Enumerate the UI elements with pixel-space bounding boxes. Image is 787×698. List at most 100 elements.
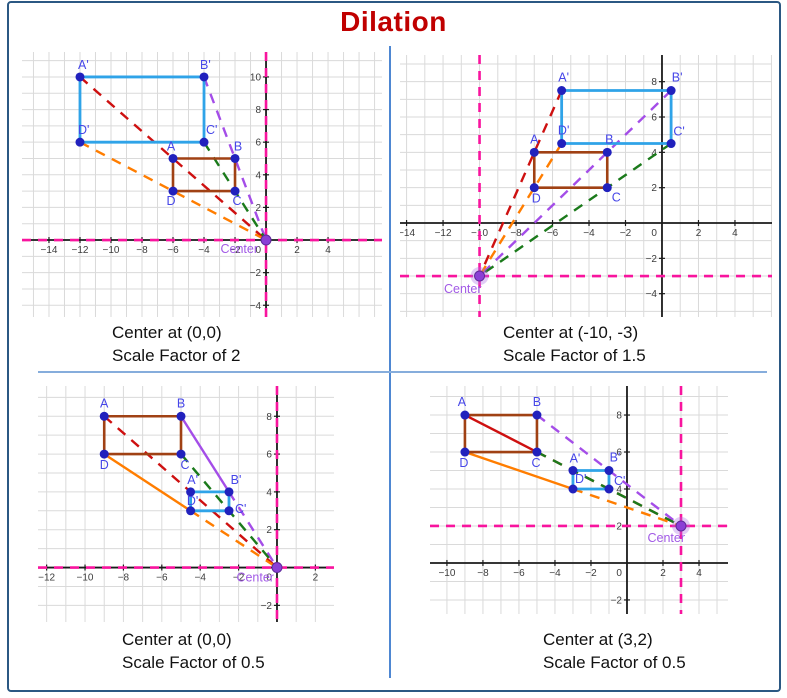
y-tick-label: 4 <box>266 487 272 498</box>
center-label: Center <box>444 282 482 296</box>
dilation-ray-dashed <box>572 487 682 528</box>
point-label: B' <box>672 71 683 85</box>
point-label: C' <box>673 125 684 139</box>
x-tick-label: −4 <box>583 228 595 239</box>
x-tick-label: 2 <box>696 228 702 239</box>
y-tick-label: 2 <box>266 525 272 536</box>
graph-top-left: −14 −12 −10 −8 −6 −4 −2 2 4 10 8 6 4 2 −2 −4 0 A B C D A' B' C'… <box>22 52 382 317</box>
horizontal-divider <box>38 371 767 373</box>
point-D-prime <box>186 506 196 516</box>
dilation-ray-dashed <box>189 509 278 569</box>
point-A <box>168 153 178 163</box>
point-B-prime <box>666 86 676 96</box>
y-tick-label: 8 <box>616 411 622 422</box>
center-label: Center <box>220 242 258 256</box>
x-tick-label: −12 <box>72 245 89 256</box>
point-label: B <box>234 139 242 153</box>
point-C-prime <box>224 506 234 516</box>
graph-bottom-right: −10 −8 −6 −4 −2 2 4 8 6 4 2 −2 0 A B C D A' B' C' D' Center <box>430 386 728 614</box>
point-B <box>602 147 612 157</box>
caption-top-left: Center at (0,0) Scale Factor of 2 <box>112 321 241 367</box>
x-tick-label: −6 <box>513 568 525 579</box>
vertical-divider <box>389 46 391 678</box>
x-tick-label: −8 <box>510 228 522 239</box>
x-tick-label: −2 <box>620 228 632 239</box>
y-tick-label: 4 <box>255 170 261 181</box>
point-label: D <box>459 456 468 470</box>
point-label: D <box>166 194 175 208</box>
point-label: A <box>100 396 109 410</box>
origin-label: 0 <box>255 245 261 256</box>
point-label: D <box>100 458 109 472</box>
dilation-ray-dashed <box>478 89 672 277</box>
y-tick-label: 6 <box>651 113 657 124</box>
center-label: Center <box>236 571 274 585</box>
caption-line: Scale Factor of 0.5 <box>122 653 265 672</box>
point-C-prime <box>199 137 209 147</box>
y-tick-label: 2 <box>255 203 261 214</box>
y-tick-label: 6 <box>616 448 622 459</box>
x-tick-label: 2 <box>660 568 666 579</box>
origin-label: 0 <box>616 568 622 579</box>
point-label: C' <box>235 502 246 516</box>
x-tick-label: 4 <box>325 245 331 256</box>
x-tick-label: 4 <box>696 568 702 579</box>
point-label: D' <box>187 494 198 508</box>
dilation-ray-dashed <box>478 142 672 277</box>
point-B-prime <box>199 72 209 82</box>
point-label: C' <box>614 474 625 488</box>
point-label: B' <box>231 473 242 487</box>
point-D <box>168 186 178 196</box>
point-label: C' <box>206 123 217 137</box>
point-C <box>176 449 186 459</box>
point-label: B' <box>200 58 211 72</box>
dilation-ray-dashed <box>79 76 267 241</box>
point-label: B <box>177 396 185 410</box>
point-A <box>99 411 109 421</box>
center-point <box>474 270 486 282</box>
y-tick-label: 8 <box>266 412 272 423</box>
point-D-prime <box>75 137 85 147</box>
point-label: C <box>233 194 242 208</box>
x-tick-label: −10 <box>438 568 455 579</box>
x-tick-label: −12 <box>435 228 452 239</box>
x-tick-label: −10 <box>103 245 120 256</box>
x-tick-label: −2 <box>229 245 241 256</box>
point-B-prime <box>224 487 234 497</box>
point-D <box>460 447 470 457</box>
origin-label: 0 <box>651 228 657 239</box>
x-tick-label: −2 <box>585 568 597 579</box>
center-label: Center <box>647 531 685 545</box>
center-point <box>675 520 687 532</box>
dilation-ray-dashed <box>478 142 563 277</box>
caption-line: Center at (0,0) <box>112 323 222 342</box>
x-tick-label: −4 <box>549 568 561 579</box>
point-C <box>532 447 542 457</box>
point-label: C <box>531 456 540 470</box>
center-point <box>271 562 283 574</box>
y-tick-label: 4 <box>616 484 622 495</box>
graph-bottom-left: −12 −10 −8 −6 −4 −2 2 8 6 4 2 −2 0 A B C D A' B' C' D' Center <box>38 386 334 622</box>
x-tick-label: −8 <box>477 568 489 579</box>
point-C <box>230 186 240 196</box>
point-C-prime <box>666 139 676 149</box>
point-label: A <box>530 132 539 146</box>
point-label: A <box>167 139 176 153</box>
x-tick-label: −14 <box>40 245 57 256</box>
y-tick-label: 6 <box>255 138 261 149</box>
point-B <box>532 410 542 420</box>
x-tick-label: 4 <box>732 228 738 239</box>
point-B-prime <box>604 466 614 476</box>
y-tick-label: −2 <box>250 268 262 279</box>
y-tick-label: 2 <box>651 183 657 194</box>
point-label: C <box>612 191 621 205</box>
caption-bottom-right: Center at (3,2) Scale Factor of 0.5 <box>543 628 686 674</box>
y-tick-label: 2 <box>616 521 622 532</box>
dilation-ray-solid <box>464 450 574 491</box>
point-label: B <box>533 395 541 409</box>
page-title: Dilation <box>340 6 447 37</box>
point-label: A' <box>558 71 569 85</box>
x-tick-label: 2 <box>294 245 300 256</box>
point-label: A <box>458 395 467 409</box>
x-tick-label: −6 <box>167 245 179 256</box>
